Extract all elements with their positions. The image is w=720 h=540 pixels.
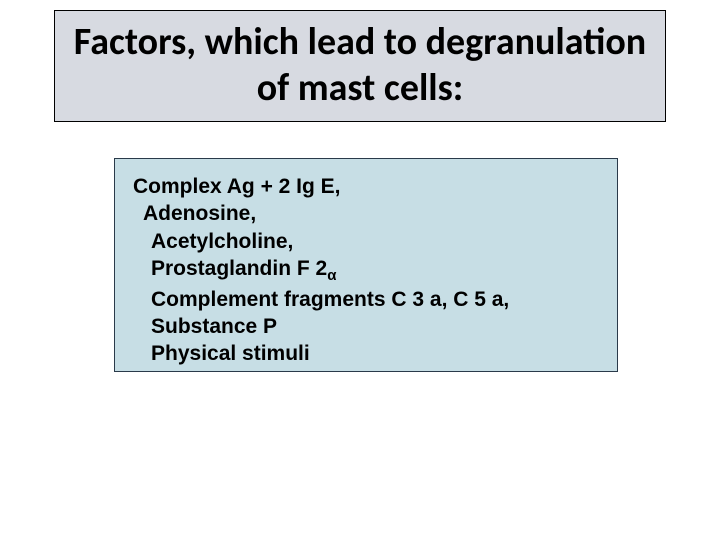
content-line-4: Prostaglandin F 2α	[133, 255, 599, 286]
content-line-4-pre: Prostaglandin F 2	[151, 257, 327, 280]
content-line-3: Acetylcholine,	[133, 228, 599, 255]
content-line-6: Substance P	[133, 313, 599, 340]
content-line-4-sub: α	[327, 267, 336, 284]
content-line-1: Complex Ag + 2 Ig E,	[133, 173, 599, 200]
slide-title: Factors, which lead to degranulation of …	[55, 20, 665, 111]
content-line-2: Adenosine,	[133, 200, 599, 227]
content-line-7: Physical stimuli	[133, 340, 599, 367]
content-line-5: Complement fragments С 3 a, C 5 a,	[133, 286, 599, 313]
title-box: Factors, which lead to degranulation of …	[54, 10, 666, 122]
content-box: Complex Ag + 2 Ig E, Adenosine, Acetylch…	[114, 158, 618, 372]
